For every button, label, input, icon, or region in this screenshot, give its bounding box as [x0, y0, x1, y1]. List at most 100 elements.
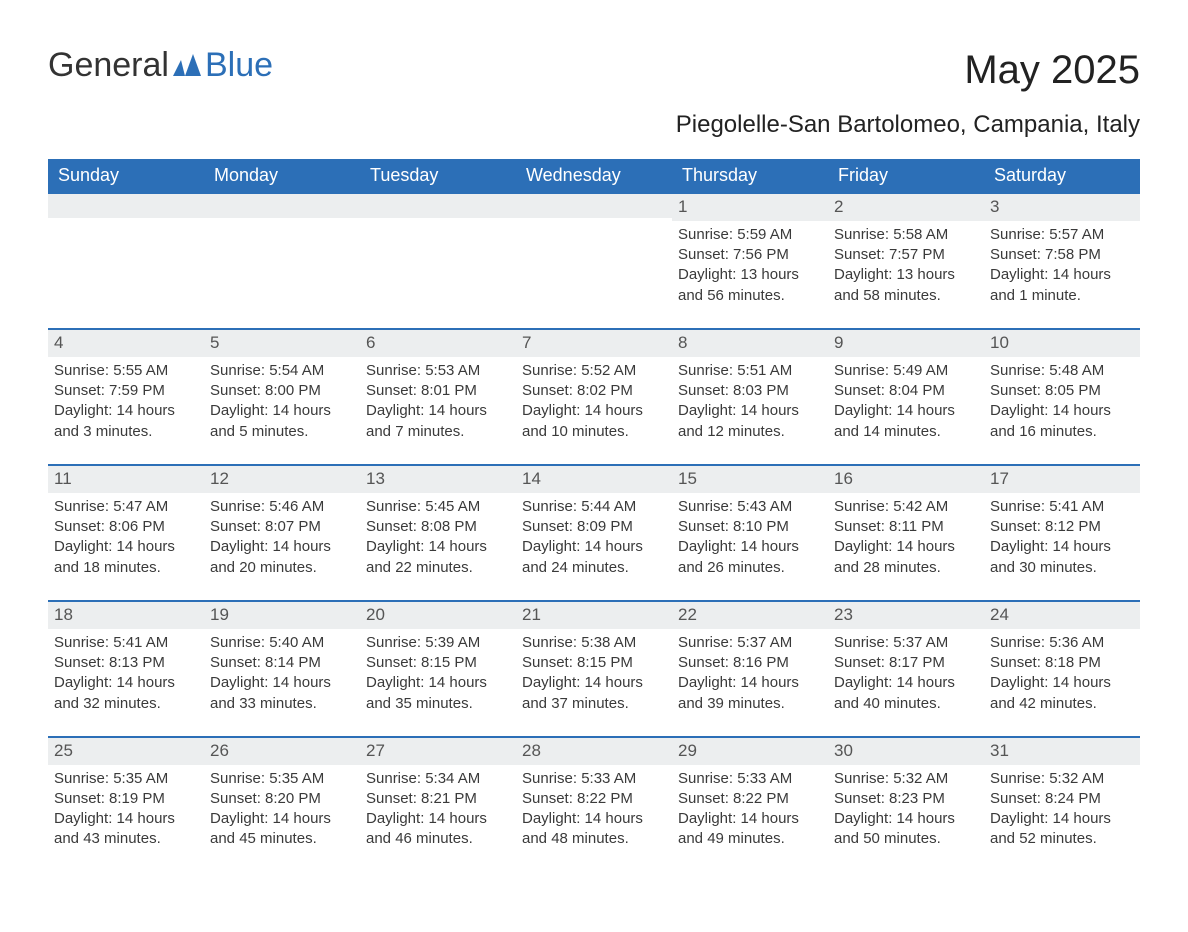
- sunrise-line: Sunrise: 5:45 AM: [366, 497, 510, 517]
- calendar-day-cell: 18Sunrise: 5:41 AMSunset: 8:13 PMDayligh…: [48, 601, 204, 737]
- calendar-day-cell: 6 Sunrise: 5:53 AMSunset: 8:01 PMDaylight…: [360, 329, 516, 465]
- calendar-table: SundayMondayTuesdayWednesdayThursdayFrid…: [48, 159, 1140, 872]
- daylight-line: Daylight: 14 hours and 42 minutes.: [990, 673, 1134, 714]
- sunset-line: Sunset: 8:10 PM: [678, 517, 822, 537]
- sunrise-line: Sunrise: 5:48 AM: [990, 361, 1134, 381]
- column-header: Tuesday: [360, 159, 516, 193]
- calendar-day-cell: 24Sunrise: 5:36 AMSunset: 8:18 PMDayligh…: [984, 601, 1140, 737]
- daylight-line: Daylight: 14 hours and 46 minutes.: [366, 809, 510, 850]
- day-number: 25: [48, 738, 204, 765]
- sunrise-line: Sunrise: 5:46 AM: [210, 497, 354, 517]
- calendar-day-cell: 26Sunrise: 5:35 AMSunset: 8:20 PMDayligh…: [204, 737, 360, 872]
- daylight-line: Daylight: 14 hours and 7 minutes.: [366, 401, 510, 442]
- day-number: 8: [672, 330, 828, 357]
- day-number: 30: [828, 738, 984, 765]
- sunrise-line: Sunrise: 5:51 AM: [678, 361, 822, 381]
- calendar-day-cell: 14Sunrise: 5:44 AMSunset: 8:09 PMDayligh…: [516, 465, 672, 601]
- column-header: Monday: [204, 159, 360, 193]
- day-number: [48, 194, 204, 218]
- daylight-line: Daylight: 14 hours and 12 minutes.: [678, 401, 822, 442]
- sunrise-line: Sunrise: 5:34 AM: [366, 769, 510, 789]
- calendar-day-cell: 16Sunrise: 5:42 AMSunset: 8:11 PMDayligh…: [828, 465, 984, 601]
- calendar-day-cell: 1Sunrise: 5:59 AMSunset: 7:56 PMDaylight…: [672, 193, 828, 329]
- daylight-line: Daylight: 14 hours and 14 minutes.: [834, 401, 978, 442]
- calendar-day-cell: 21Sunrise: 5:38 AMSunset: 8:15 PMDayligh…: [516, 601, 672, 737]
- sunset-line: Sunset: 8:01 PM: [366, 381, 510, 401]
- daylight-line: Daylight: 14 hours and 1 minute.: [990, 265, 1134, 306]
- calendar-day-cell: [516, 193, 672, 329]
- calendar-week-row: 25Sunrise: 5:35 AMSunset: 8:19 PMDayligh…: [48, 737, 1140, 872]
- calendar-day-cell: 30Sunrise: 5:32 AMSunset: 8:23 PMDayligh…: [828, 737, 984, 872]
- column-header: Friday: [828, 159, 984, 193]
- sunset-line: Sunset: 8:13 PM: [54, 653, 198, 673]
- sunset-line: Sunset: 8:12 PM: [990, 517, 1134, 537]
- sunrise-line: Sunrise: 5:39 AM: [366, 633, 510, 653]
- calendar-day-cell: [360, 193, 516, 329]
- day-number: 26: [204, 738, 360, 765]
- sunrise-line: Sunrise: 5:32 AM: [834, 769, 978, 789]
- column-header: Wednesday: [516, 159, 672, 193]
- calendar-day-cell: 22Sunrise: 5:37 AMSunset: 8:16 PMDayligh…: [672, 601, 828, 737]
- calendar-header-row: SundayMondayTuesdayWednesdayThursdayFrid…: [48, 159, 1140, 193]
- sunrise-line: Sunrise: 5:42 AM: [834, 497, 978, 517]
- header: General Blue May 2025 Piegolelle-San Bar…: [48, 48, 1140, 151]
- sunset-line: Sunset: 7:58 PM: [990, 245, 1134, 265]
- day-number: 7: [516, 330, 672, 357]
- daylight-line: Daylight: 14 hours and 37 minutes.: [522, 673, 666, 714]
- logo: General Blue: [48, 48, 273, 82]
- daylight-line: Daylight: 14 hours and 20 minutes.: [210, 537, 354, 578]
- sunset-line: Sunset: 8:24 PM: [990, 789, 1134, 809]
- calendar-day-cell: 20Sunrise: 5:39 AMSunset: 8:15 PMDayligh…: [360, 601, 516, 737]
- daylight-line: Daylight: 14 hours and 40 minutes.: [834, 673, 978, 714]
- calendar-day-cell: 10Sunrise: 5:48 AMSunset: 8:05 PMDayligh…: [984, 329, 1140, 465]
- sunrise-line: Sunrise: 5:33 AM: [678, 769, 822, 789]
- daylight-line: Daylight: 14 hours and 3 minutes.: [54, 401, 198, 442]
- sunrise-line: Sunrise: 5:55 AM: [54, 361, 198, 381]
- calendar-day-cell: 4Sunrise: 5:55 AMSunset: 7:59 PMDaylight…: [48, 329, 204, 465]
- sunset-line: Sunset: 8:21 PM: [366, 789, 510, 809]
- sunrise-line: Sunrise: 5:38 AM: [522, 633, 666, 653]
- location: Piegolelle-San Bartolomeo, Campania, Ita…: [676, 111, 1140, 139]
- sunset-line: Sunset: 8:19 PM: [54, 789, 198, 809]
- day-number: 16: [828, 466, 984, 493]
- sunrise-line: Sunrise: 5:53 AM: [366, 361, 510, 381]
- calendar-day-cell: 25Sunrise: 5:35 AMSunset: 8:19 PMDayligh…: [48, 737, 204, 872]
- sunset-line: Sunset: 8:07 PM: [210, 517, 354, 537]
- sunrise-line: Sunrise: 5:37 AM: [678, 633, 822, 653]
- day-number: [516, 194, 672, 218]
- sunrise-line: Sunrise: 5:54 AM: [210, 361, 354, 381]
- day-number: 19: [204, 602, 360, 629]
- logo-text-blue: Blue: [201, 48, 273, 82]
- sunrise-line: Sunrise: 5:41 AM: [990, 497, 1134, 517]
- column-header: Thursday: [672, 159, 828, 193]
- daylight-line: Daylight: 14 hours and 24 minutes.: [522, 537, 666, 578]
- calendar-day-cell: 11Sunrise: 5:47 AMSunset: 8:06 PMDayligh…: [48, 465, 204, 601]
- calendar-day-cell: 12Sunrise: 5:46 AMSunset: 8:07 PMDayligh…: [204, 465, 360, 601]
- calendar-day-cell: 7Sunrise: 5:52 AMSunset: 8:02 PMDaylight…: [516, 329, 672, 465]
- daylight-line: Daylight: 14 hours and 10 minutes.: [522, 401, 666, 442]
- sunrise-line: Sunrise: 5:33 AM: [522, 769, 666, 789]
- calendar-day-cell: 23Sunrise: 5:37 AMSunset: 8:17 PMDayligh…: [828, 601, 984, 737]
- daylight-line: Daylight: 14 hours and 33 minutes.: [210, 673, 354, 714]
- calendar-day-cell: 19Sunrise: 5:40 AMSunset: 8:14 PMDayligh…: [204, 601, 360, 737]
- column-header: Sunday: [48, 159, 204, 193]
- sunset-line: Sunset: 7:57 PM: [834, 245, 978, 265]
- day-number: 15: [672, 466, 828, 493]
- day-number: 10: [984, 330, 1140, 357]
- sunrise-line: Sunrise: 5:40 AM: [210, 633, 354, 653]
- day-number: 6: [360, 330, 516, 357]
- sunset-line: Sunset: 8:22 PM: [678, 789, 822, 809]
- sunrise-line: Sunrise: 5:44 AM: [522, 497, 666, 517]
- calendar-day-cell: 8Sunrise: 5:51 AMSunset: 8:03 PMDaylight…: [672, 329, 828, 465]
- sunrise-line: Sunrise: 5:57 AM: [990, 225, 1134, 245]
- day-number: 4: [48, 330, 204, 357]
- column-header: Saturday: [984, 159, 1140, 193]
- day-number: 2: [828, 194, 984, 221]
- sunset-line: Sunset: 8:06 PM: [54, 517, 198, 537]
- sunset-line: Sunset: 8:23 PM: [834, 789, 978, 809]
- daylight-line: Daylight: 14 hours and 45 minutes.: [210, 809, 354, 850]
- daylight-line: Daylight: 14 hours and 39 minutes.: [678, 673, 822, 714]
- calendar-week-row: 1Sunrise: 5:59 AMSunset: 7:56 PMDaylight…: [48, 193, 1140, 329]
- day-number: 3: [984, 194, 1140, 221]
- calendar-day-cell: 13Sunrise: 5:45 AMSunset: 8:08 PMDayligh…: [360, 465, 516, 601]
